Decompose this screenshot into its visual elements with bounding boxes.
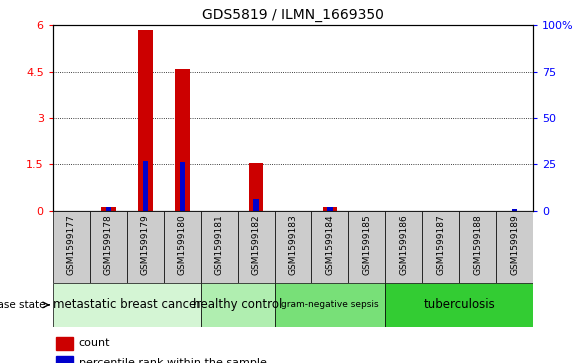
Bar: [53, 283, 200, 327]
Bar: [512, 209, 517, 211]
Bar: [254, 199, 258, 211]
Text: GSM1599177: GSM1599177: [67, 214, 76, 275]
Bar: [248, 163, 264, 211]
Text: count: count: [79, 338, 110, 348]
Bar: [274, 283, 386, 327]
Title: GDS5819 / ILMN_1669350: GDS5819 / ILMN_1669350: [202, 8, 384, 22]
Bar: [53, 211, 90, 283]
Text: GSM1599188: GSM1599188: [473, 214, 482, 275]
Text: gram-negative sepsis: gram-negative sepsis: [281, 301, 379, 309]
Bar: [163, 211, 200, 283]
Bar: [105, 207, 111, 211]
Bar: [328, 207, 332, 211]
Bar: [237, 211, 274, 283]
Bar: [138, 30, 152, 211]
Bar: [386, 283, 533, 327]
Bar: [142, 160, 148, 211]
Bar: [496, 211, 533, 283]
Text: GSM1599186: GSM1599186: [400, 214, 408, 275]
Text: GSM1599184: GSM1599184: [325, 214, 335, 275]
Text: GSM1599179: GSM1599179: [141, 214, 149, 275]
Bar: [322, 207, 338, 211]
Text: metastatic breast cancer: metastatic breast cancer: [53, 298, 201, 311]
Bar: [90, 211, 127, 283]
Text: disease state: disease state: [0, 300, 45, 310]
Bar: [423, 211, 459, 283]
Bar: [312, 211, 349, 283]
Bar: [349, 211, 386, 283]
Bar: [175, 69, 189, 211]
Bar: [56, 356, 73, 363]
Bar: [56, 337, 73, 350]
Bar: [274, 211, 312, 283]
Text: tuberculosis: tuberculosis: [424, 298, 495, 311]
Text: GSM1599183: GSM1599183: [288, 214, 298, 275]
Text: GSM1599178: GSM1599178: [104, 214, 113, 275]
Text: GSM1599187: GSM1599187: [437, 214, 445, 275]
Text: healthy control: healthy control: [193, 298, 282, 311]
Text: GSM1599189: GSM1599189: [510, 214, 519, 275]
Text: GSM1599181: GSM1599181: [214, 214, 224, 275]
Bar: [101, 207, 115, 211]
Bar: [200, 211, 237, 283]
Text: GSM1599182: GSM1599182: [251, 214, 261, 275]
Text: GSM1599185: GSM1599185: [362, 214, 372, 275]
Bar: [200, 283, 274, 327]
Bar: [459, 211, 496, 283]
Bar: [179, 162, 185, 211]
Text: GSM1599180: GSM1599180: [178, 214, 186, 275]
Text: percentile rank within the sample: percentile rank within the sample: [79, 358, 267, 363]
Bar: [386, 211, 423, 283]
Bar: [127, 211, 163, 283]
